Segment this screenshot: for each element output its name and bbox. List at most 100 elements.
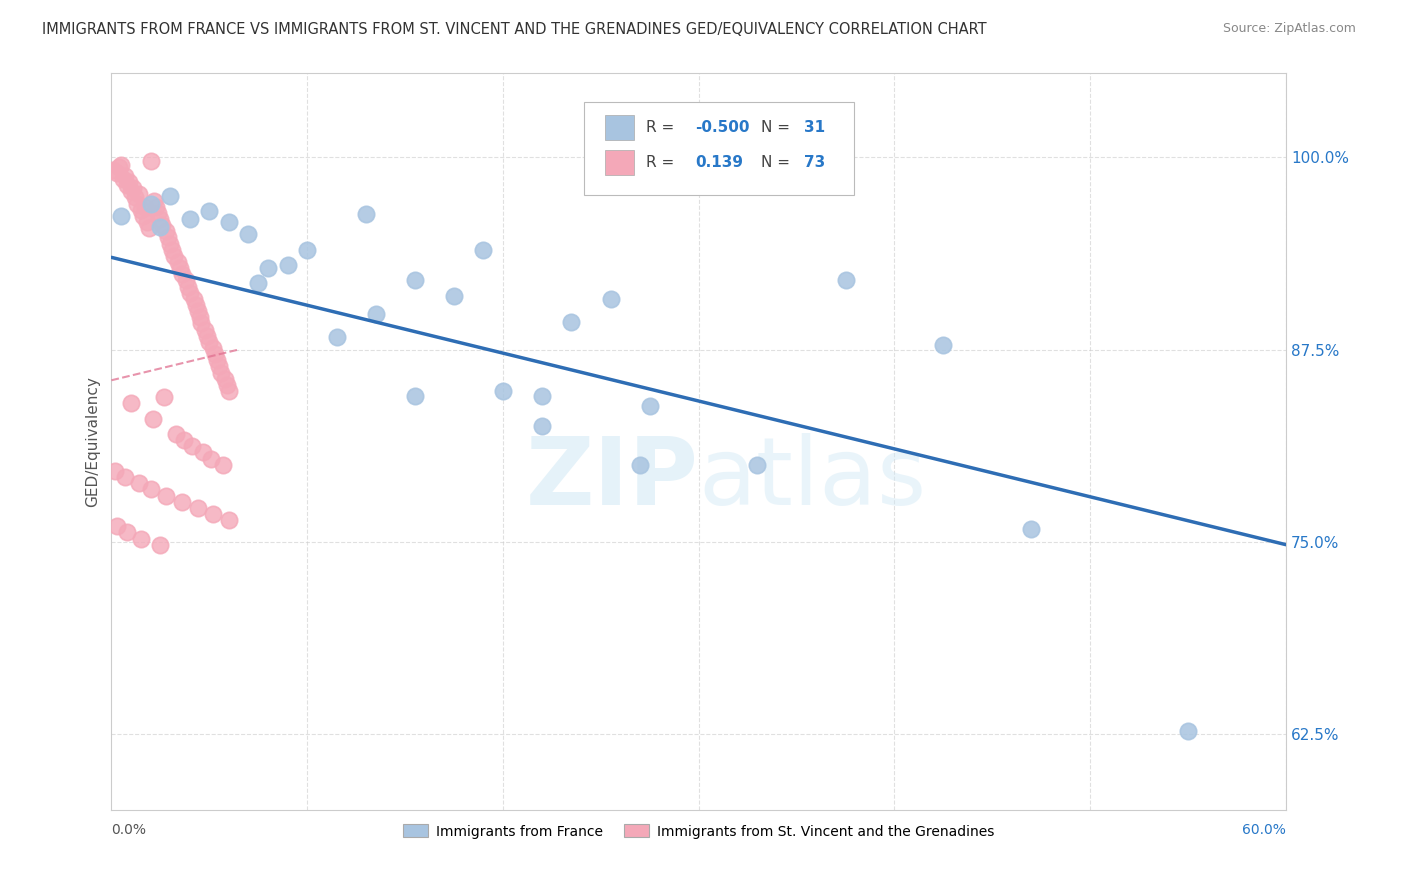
Point <box>599 292 621 306</box>
Point <box>443 289 465 303</box>
Point <box>122 181 145 195</box>
Y-axis label: GED/Equivalency: GED/Equivalency <box>86 376 100 508</box>
Point <box>208 359 231 374</box>
Point <box>167 255 190 269</box>
Bar <box>605 115 634 140</box>
Text: -0.500: -0.500 <box>695 120 749 135</box>
Point <box>212 458 235 472</box>
Text: ZIP: ZIP <box>526 433 699 524</box>
Text: 0.139: 0.139 <box>695 154 744 169</box>
Text: 0.0%: 0.0% <box>111 822 146 837</box>
Point <box>165 427 187 442</box>
Point <box>129 202 152 217</box>
Point <box>115 178 138 193</box>
Point <box>179 285 201 300</box>
Point <box>149 219 172 234</box>
Point <box>190 317 212 331</box>
Point <box>112 172 135 186</box>
Point <box>149 538 172 552</box>
Point <box>173 433 195 447</box>
Point <box>174 273 197 287</box>
Point <box>179 211 201 226</box>
Point <box>141 411 163 425</box>
Point <box>195 328 218 343</box>
Point <box>200 451 222 466</box>
Text: IMMIGRANTS FROM FRANCE VS IMMIGRANTS FROM ST. VINCENT AND THE GRENADINES GED/EQU: IMMIGRANTS FROM FRANCE VS IMMIGRANTS FRO… <box>42 22 987 37</box>
Point <box>153 390 176 404</box>
Point <box>531 419 554 434</box>
Text: N =: N = <box>761 154 794 169</box>
Point <box>170 494 193 508</box>
Point <box>187 304 209 318</box>
Point <box>108 160 131 174</box>
Point <box>404 389 426 403</box>
Point <box>218 215 240 229</box>
Legend: Immigrants from France, Immigrants from St. Vincent and the Grenadines: Immigrants from France, Immigrants from … <box>396 819 1000 844</box>
Point <box>492 384 515 398</box>
Point <box>159 189 181 203</box>
Point <box>110 209 132 223</box>
Point <box>214 372 236 386</box>
Point <box>834 273 856 287</box>
Point <box>198 204 221 219</box>
Point <box>135 215 157 229</box>
Point <box>472 243 495 257</box>
Point <box>114 169 136 183</box>
Point <box>218 384 240 398</box>
FancyBboxPatch shape <box>583 103 853 194</box>
Point <box>209 366 232 380</box>
Point <box>295 243 318 257</box>
Point <box>103 162 125 177</box>
Point <box>560 315 582 329</box>
Point <box>145 200 167 214</box>
Point <box>120 396 142 410</box>
Point <box>163 249 186 263</box>
Point <box>155 489 177 503</box>
Point <box>188 310 211 325</box>
Point <box>180 439 202 453</box>
Point <box>114 470 136 484</box>
Point <box>325 330 347 344</box>
Point <box>247 277 270 291</box>
Point <box>139 153 162 168</box>
Point <box>148 206 170 220</box>
Point <box>215 377 238 392</box>
Text: 31: 31 <box>804 120 825 135</box>
Point <box>202 507 225 521</box>
Point <box>184 298 207 312</box>
Bar <box>605 150 634 175</box>
Point <box>105 519 128 533</box>
Point <box>932 338 955 352</box>
Point <box>238 227 260 242</box>
Point <box>364 307 387 321</box>
Point <box>104 464 127 478</box>
Text: 73: 73 <box>804 154 825 169</box>
Point <box>628 458 651 472</box>
Point <box>205 353 228 368</box>
Point <box>157 230 180 244</box>
Point <box>194 322 217 336</box>
Text: N =: N = <box>761 120 794 135</box>
Point <box>155 224 177 238</box>
Point <box>202 341 225 355</box>
Point <box>139 196 162 211</box>
Point <box>170 267 193 281</box>
Point <box>134 200 156 214</box>
Point <box>132 209 155 223</box>
Point <box>218 513 240 527</box>
Text: R =: R = <box>645 154 679 169</box>
Text: 60.0%: 60.0% <box>1241 822 1286 837</box>
Point <box>531 389 554 403</box>
Point <box>159 236 181 251</box>
Point <box>1021 522 1043 536</box>
Point <box>177 279 200 293</box>
Point <box>257 261 280 276</box>
Text: Source: ZipAtlas.com: Source: ZipAtlas.com <box>1223 22 1357 36</box>
Point <box>183 292 205 306</box>
Point <box>110 158 132 172</box>
Point <box>193 445 215 459</box>
Point <box>120 184 142 198</box>
Point <box>747 458 769 472</box>
Point <box>354 207 377 221</box>
Point <box>129 532 152 546</box>
